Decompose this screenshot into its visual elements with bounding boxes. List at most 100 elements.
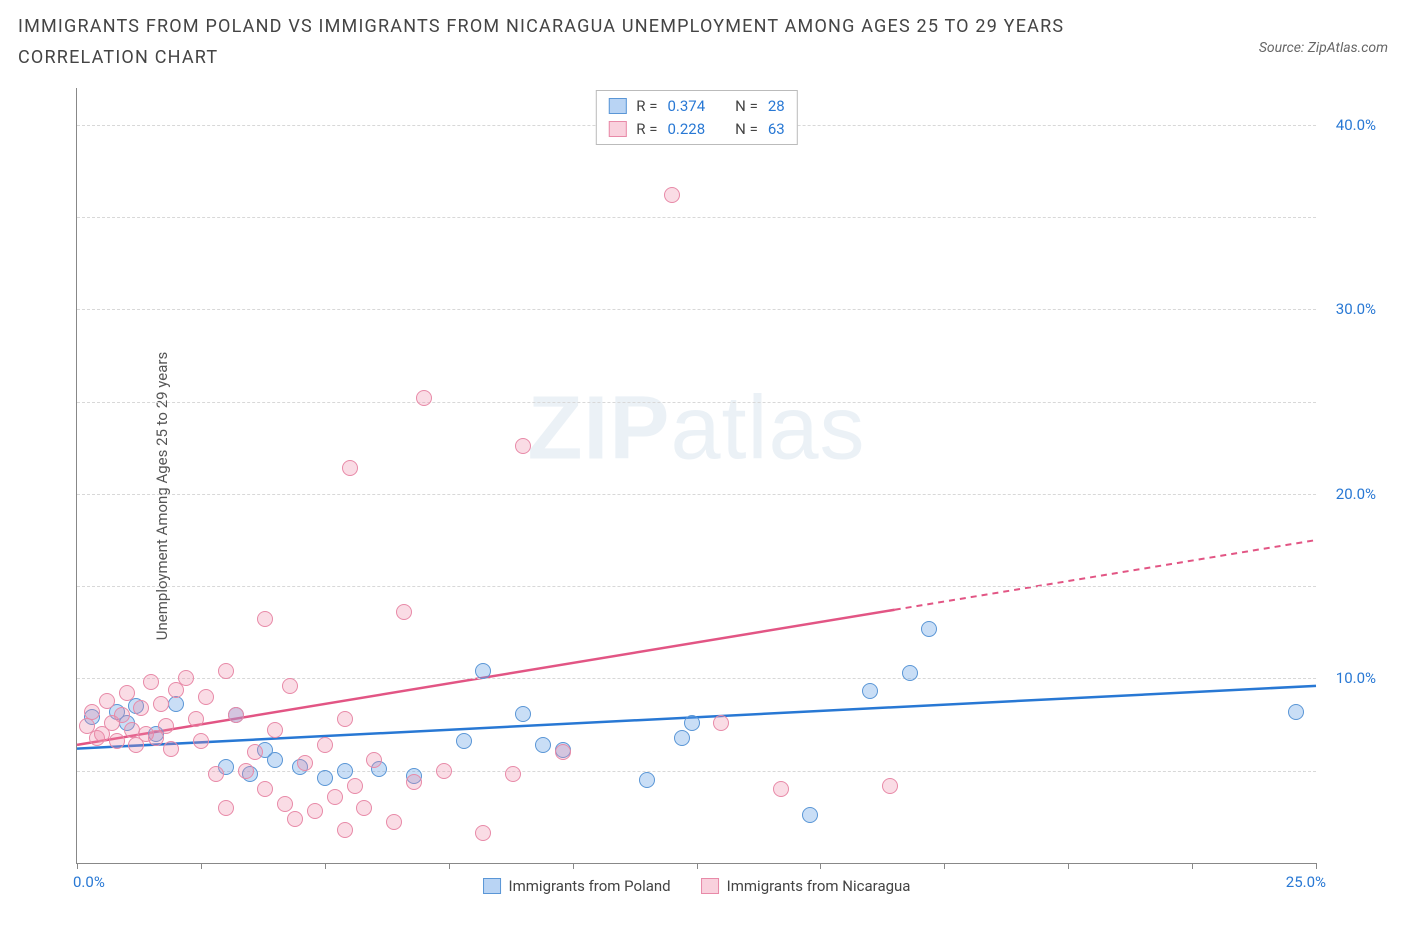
gridline bbox=[77, 402, 1316, 403]
x-axis-min-label: 0.0% bbox=[73, 873, 105, 891]
x-tick bbox=[449, 863, 450, 869]
data-point bbox=[267, 752, 283, 768]
data-point bbox=[327, 789, 343, 805]
r-label: R = bbox=[636, 95, 657, 118]
data-point bbox=[133, 700, 149, 716]
data-point bbox=[124, 722, 140, 738]
data-point bbox=[515, 706, 531, 722]
r-value: 0.374 bbox=[667, 95, 705, 118]
data-point bbox=[921, 621, 937, 637]
data-point bbox=[356, 800, 372, 816]
data-point bbox=[257, 781, 273, 797]
x-tick bbox=[573, 863, 574, 869]
r-label: R = bbox=[636, 118, 657, 141]
legend-label: Immigrants from Poland bbox=[509, 877, 671, 895]
data-point bbox=[218, 800, 234, 816]
legend-swatch bbox=[483, 878, 501, 894]
legend-swatch bbox=[701, 878, 719, 894]
y-tick-label: 40.0% bbox=[1336, 116, 1376, 134]
r-value: 0.228 bbox=[667, 118, 705, 141]
x-tick bbox=[820, 863, 821, 869]
data-point bbox=[396, 604, 412, 620]
data-point bbox=[228, 707, 244, 723]
data-point bbox=[475, 825, 491, 841]
data-point bbox=[347, 778, 363, 794]
data-point bbox=[317, 770, 333, 786]
data-point bbox=[218, 663, 234, 679]
x-tick bbox=[1068, 863, 1069, 869]
x-tick bbox=[697, 863, 698, 869]
data-point bbox=[416, 390, 432, 406]
data-point bbox=[119, 685, 135, 701]
data-point bbox=[238, 763, 254, 779]
data-point bbox=[337, 763, 353, 779]
data-point bbox=[178, 670, 194, 686]
data-point bbox=[882, 778, 898, 794]
data-point bbox=[436, 763, 452, 779]
data-point bbox=[1288, 704, 1304, 720]
y-tick-label: 10.0% bbox=[1336, 669, 1376, 687]
chart-title: IMMIGRANTS FROM POLAND VS IMMIGRANTS FRO… bbox=[18, 12, 1168, 73]
data-point bbox=[337, 822, 353, 838]
data-point bbox=[277, 796, 293, 812]
correlation-legend: R = 0.374 N = 28 R = 0.228 N = 63 bbox=[595, 90, 797, 145]
x-tick bbox=[1316, 863, 1317, 869]
series-legend: Immigrants from Poland Immigrants from Ni… bbox=[483, 877, 911, 895]
x-tick bbox=[77, 863, 78, 869]
x-tick bbox=[944, 863, 945, 869]
n-label: N = bbox=[735, 95, 758, 118]
data-point bbox=[555, 744, 571, 760]
data-point bbox=[247, 744, 263, 760]
gridline bbox=[77, 678, 1316, 679]
chart-container: Unemployment Among Ages 25 to 29 years Z… bbox=[18, 80, 1388, 912]
data-point bbox=[386, 814, 402, 830]
data-point bbox=[713, 715, 729, 731]
data-point bbox=[684, 715, 700, 731]
n-value: 28 bbox=[768, 95, 785, 118]
data-point bbox=[153, 696, 169, 712]
data-point bbox=[802, 807, 818, 823]
legend-item: Immigrants from Poland bbox=[483, 877, 671, 895]
gridline bbox=[77, 771, 1316, 772]
data-point bbox=[188, 711, 204, 727]
data-point bbox=[475, 663, 491, 679]
data-point bbox=[862, 683, 878, 699]
data-point bbox=[902, 665, 918, 681]
data-point bbox=[505, 766, 521, 782]
plot-area: ZIPatlas R =0.374N =28R =0.228N =63 0.0%… bbox=[76, 88, 1316, 864]
data-point bbox=[287, 811, 303, 827]
data-point bbox=[143, 674, 159, 690]
source-attribution: Source: ZipAtlas.com bbox=[1259, 40, 1388, 56]
gridline bbox=[77, 494, 1316, 495]
legend-row: R = 0.374 N = 28 bbox=[608, 95, 784, 118]
data-point bbox=[114, 707, 130, 723]
y-tick-label: 30.0% bbox=[1336, 300, 1376, 318]
n-label: N = bbox=[735, 118, 758, 141]
data-point bbox=[535, 737, 551, 753]
legend-label: Immigrants from Nicaragua bbox=[727, 877, 911, 895]
data-point bbox=[674, 730, 690, 746]
legend-item: Immigrants from Nicaragua bbox=[701, 877, 911, 895]
data-point bbox=[307, 803, 323, 819]
n-value: 63 bbox=[768, 118, 785, 141]
data-point bbox=[456, 733, 472, 749]
data-point bbox=[297, 755, 313, 771]
x-tick bbox=[1192, 863, 1193, 869]
data-point bbox=[84, 704, 100, 720]
x-axis-max-label: 25.0% bbox=[1286, 873, 1326, 891]
data-point bbox=[193, 733, 209, 749]
data-point bbox=[664, 187, 680, 203]
data-point bbox=[158, 718, 174, 734]
data-point bbox=[198, 689, 214, 705]
data-point bbox=[342, 460, 358, 476]
legend-row: R = 0.228 N = 63 bbox=[608, 118, 784, 141]
data-point bbox=[99, 693, 115, 709]
legend-swatch bbox=[608, 121, 626, 137]
data-point bbox=[406, 774, 422, 790]
x-tick bbox=[325, 863, 326, 869]
data-point bbox=[366, 752, 382, 768]
data-point bbox=[168, 696, 184, 712]
gridline bbox=[77, 586, 1316, 587]
gridline bbox=[77, 309, 1316, 310]
data-point bbox=[109, 733, 125, 749]
